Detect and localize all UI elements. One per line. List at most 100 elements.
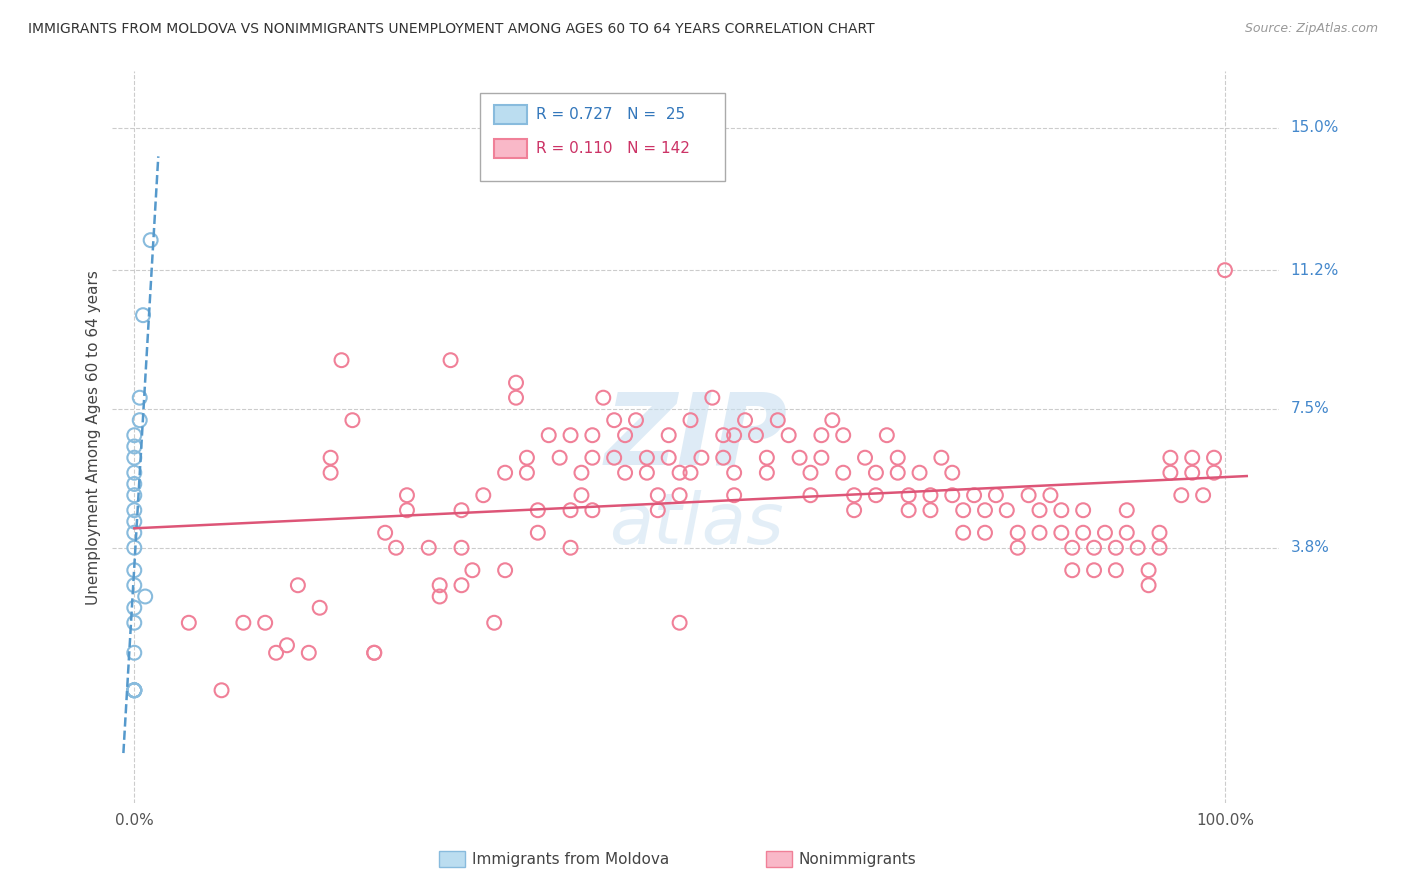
Point: [1007, 541, 1029, 555]
Point: [723, 428, 745, 442]
Point: [1115, 525, 1137, 540]
Point: [668, 488, 690, 502]
Point: [581, 503, 603, 517]
Point: [755, 466, 778, 480]
Point: [124, 683, 146, 698]
Point: [842, 503, 865, 517]
Point: [439, 353, 461, 368]
Point: [319, 450, 342, 465]
Point: [832, 428, 855, 442]
Point: [821, 413, 844, 427]
Point: [810, 450, 832, 465]
Point: [1159, 450, 1181, 465]
Point: [1170, 488, 1192, 502]
Point: [560, 503, 582, 517]
Text: R = 0.110   N = 142: R = 0.110 N = 142: [536, 141, 690, 156]
Point: [124, 578, 146, 592]
Point: [865, 466, 887, 480]
Point: [139, 233, 162, 247]
Point: [1181, 466, 1204, 480]
Point: [472, 488, 495, 502]
Point: [418, 541, 440, 555]
Point: [920, 488, 942, 502]
FancyBboxPatch shape: [439, 851, 465, 867]
Point: [1083, 563, 1105, 577]
FancyBboxPatch shape: [494, 138, 527, 158]
Point: [374, 525, 396, 540]
Point: [1149, 525, 1171, 540]
Point: [124, 683, 146, 698]
Point: [897, 488, 920, 502]
Point: [429, 578, 451, 592]
Point: [450, 503, 472, 517]
Y-axis label: Unemployment Among Ages 60 to 64 years: Unemployment Among Ages 60 to 64 years: [86, 269, 101, 605]
Point: [124, 515, 146, 529]
Point: [1039, 488, 1062, 502]
Point: [799, 466, 821, 480]
Point: [1018, 488, 1040, 502]
Point: [1062, 541, 1084, 555]
Point: [614, 466, 637, 480]
Point: [1213, 263, 1236, 277]
Point: [1149, 541, 1171, 555]
Point: [1071, 503, 1094, 517]
Point: [614, 428, 637, 442]
Point: [124, 600, 146, 615]
Point: [211, 683, 233, 698]
Point: [1159, 466, 1181, 480]
Text: Immigrants from Moldova: Immigrants from Moldova: [472, 852, 669, 867]
Point: [450, 541, 472, 555]
Point: [516, 450, 538, 465]
Point: [832, 466, 855, 480]
Point: [1115, 503, 1137, 517]
Point: [789, 450, 811, 465]
Point: [527, 525, 550, 540]
Text: 3.8%: 3.8%: [1291, 541, 1330, 555]
Point: [920, 503, 942, 517]
FancyBboxPatch shape: [494, 105, 527, 124]
Point: [963, 488, 986, 502]
Point: [679, 466, 702, 480]
Point: [134, 590, 156, 604]
Point: [690, 450, 713, 465]
Point: [276, 638, 298, 652]
Point: [1105, 563, 1128, 577]
Text: ZIP: ZIP: [605, 389, 787, 485]
Point: [624, 413, 647, 427]
Point: [581, 428, 603, 442]
Point: [755, 450, 778, 465]
Point: [887, 466, 910, 480]
Text: 11.2%: 11.2%: [1291, 262, 1339, 277]
Point: [1181, 450, 1204, 465]
Point: [132, 308, 155, 322]
Point: [952, 503, 974, 517]
Point: [124, 503, 146, 517]
Point: [319, 466, 342, 480]
Point: [658, 428, 681, 442]
Point: [658, 450, 681, 465]
Point: [1202, 450, 1225, 465]
Point: [952, 525, 974, 540]
Point: [1105, 541, 1128, 555]
Point: [636, 466, 658, 480]
Point: [887, 450, 910, 465]
Point: [995, 503, 1018, 517]
Point: [711, 450, 734, 465]
Point: [128, 391, 150, 405]
Point: [778, 428, 800, 442]
Point: [931, 450, 953, 465]
Point: [395, 488, 418, 502]
Point: [287, 578, 309, 592]
Point: [799, 488, 821, 502]
Text: IMMIGRANTS FROM MOLDOVA VS NONIMMIGRANTS UNEMPLOYMENT AMONG AGES 60 TO 64 YEARS : IMMIGRANTS FROM MOLDOVA VS NONIMMIGRANTS…: [28, 22, 875, 37]
Point: [560, 541, 582, 555]
Point: [1137, 563, 1160, 577]
Point: [734, 413, 756, 427]
Point: [1062, 563, 1084, 577]
Point: [668, 615, 690, 630]
Point: [1050, 503, 1073, 517]
Point: [537, 428, 560, 442]
Point: [342, 413, 364, 427]
Point: [865, 488, 887, 502]
Point: [1202, 466, 1225, 480]
